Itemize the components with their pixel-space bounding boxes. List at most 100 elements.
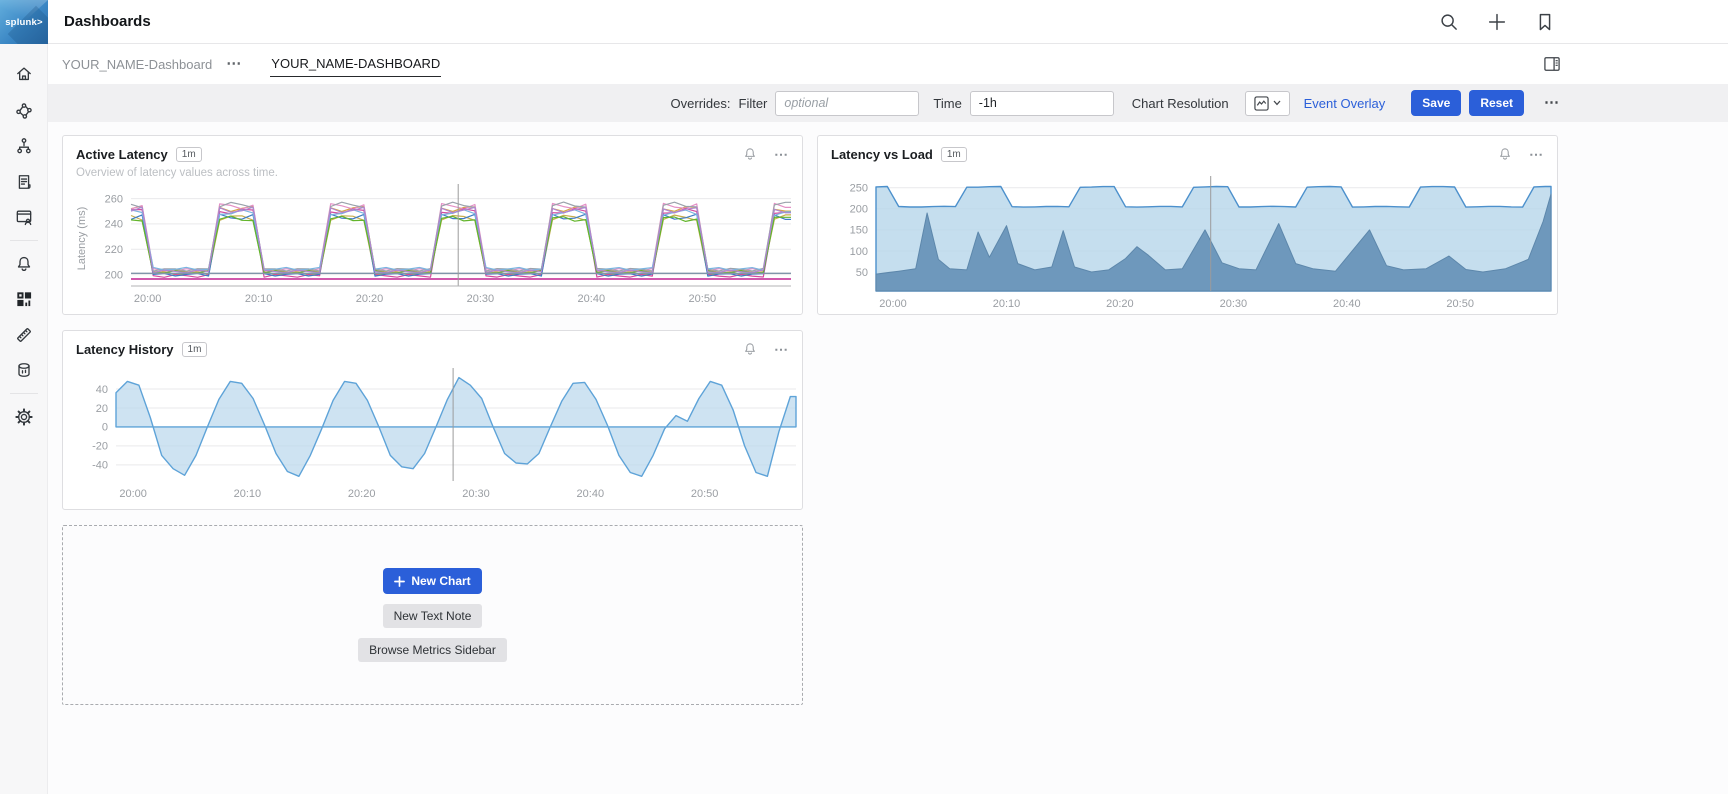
empty-grid-slot: New Chart New Text Note Browse Metrics S… [62, 525, 803, 705]
card-active-latency: Active Latency 1m ⋯ Overview of latency … [62, 135, 803, 315]
svg-text:20:10: 20:10 [234, 488, 262, 500]
svg-text:20:40: 20:40 [578, 293, 606, 305]
svg-text:20:50: 20:50 [689, 293, 717, 305]
nav-metrics[interactable] [12, 323, 36, 347]
latency-vs-load-chart[interactable]: 50 100 150 200 250 20:00 20:10 20:20 20:30 20:40 2… [818, 136, 1557, 314]
time-input[interactable] [969, 90, 1114, 116]
svg-text:20:30: 20:30 [462, 488, 490, 500]
resolution-badge: 1m [175, 147, 202, 162]
save-button[interactable]: Save [1411, 90, 1462, 116]
chevron-down-icon [1273, 100, 1281, 106]
ruler-icon [17, 328, 31, 342]
svg-text:20:00: 20:00 [879, 298, 907, 310]
resolution-badge: 1m [940, 147, 967, 162]
service-map-icon [16, 103, 32, 119]
svg-text:240: 240 [105, 219, 123, 231]
bell-icon [745, 148, 755, 160]
svg-text:20:00: 20:00 [119, 488, 147, 500]
rail-divider-2 [10, 393, 38, 394]
svg-text:20:50: 20:50 [691, 488, 719, 500]
bell-icon [17, 256, 31, 271]
nav-infrastructure[interactable] [12, 134, 36, 158]
overrides-bar: Overrides: Filter Time Chart Resolution … [48, 84, 1728, 122]
browser-user-icon [16, 210, 32, 226]
search-icon [1441, 13, 1457, 30]
chart-menu-dots[interactable]: ⋯ [1529, 146, 1544, 162]
infrastructure-icon [17, 138, 31, 154]
svg-text:20:20: 20:20 [1106, 298, 1134, 310]
svg-text:50: 50 [856, 267, 868, 279]
bookmarks-button[interactable] [1534, 11, 1556, 33]
top-header: Dashboards [48, 0, 1728, 44]
svg-text:-40: -40 [92, 460, 108, 472]
event-overlay-link[interactable]: Event Overlay [1303, 95, 1386, 111]
nav-log-observer[interactable] [12, 170, 36, 194]
dashboard-grid: Active Latency 1m ⋯ Overview of latency … [48, 122, 1728, 794]
chart-menu-dots[interactable]: ⋯ [774, 341, 789, 357]
reset-button[interactable]: Reset [1469, 90, 1524, 116]
nav-data-management[interactable] [12, 358, 36, 382]
nav-alerts[interactable] [12, 252, 36, 276]
nav-home[interactable] [12, 62, 36, 86]
svg-text:Latency (ms): Latency (ms) [76, 207, 88, 271]
latency-history-chart[interactable]: -40 -20 0 20 40 20:00 20:10 20:20 20:30 20:40 20:5… [63, 331, 802, 509]
chart-resolution-dropdown[interactable] [1244, 90, 1290, 116]
svg-text:20:40: 20:40 [1333, 298, 1361, 310]
chart-alert-button[interactable] [741, 340, 759, 358]
overrides-more-menu[interactable]: ⋯ [1544, 94, 1560, 111]
chart-title: Active Latency [76, 147, 168, 162]
home-icon [17, 67, 31, 81]
nav-apm[interactable] [12, 99, 36, 123]
svg-text:200: 200 [105, 269, 123, 281]
info-panel-toggle[interactable] [1542, 54, 1562, 74]
rail-divider-1 [10, 240, 38, 241]
chart-menu-dots[interactable]: ⋯ [774, 146, 789, 162]
nav-settings[interactable] [12, 405, 36, 429]
nav-rum[interactable] [12, 205, 36, 229]
browse-metrics-sidebar-button[interactable]: Browse Metrics Sidebar [358, 638, 507, 662]
tab-menu-dots[interactable]: ⋯ [226, 55, 243, 72]
tab-active-dashboard[interactable]: YOUR_NAME-DASHBOARD [270, 51, 442, 77]
svg-text:20:10: 20:10 [993, 298, 1021, 310]
nav-dashboards[interactable] [12, 287, 36, 311]
new-text-note-button[interactable]: New Text Note [382, 604, 483, 628]
bell-icon [745, 343, 755, 355]
chart-resolution-label: Chart Resolution [1131, 95, 1229, 111]
chart-alert-button[interactable] [741, 145, 759, 163]
new-chart-button[interactable]: New Chart [383, 568, 482, 594]
filter-label: Filter [738, 95, 768, 111]
chart-title: Latency vs Load [831, 147, 933, 162]
chart-alert-button[interactable] [1496, 145, 1514, 163]
filter-input[interactable] [775, 90, 920, 116]
active-latency-chart[interactable]: 200 220 240 260 20:00 20:10 20:20 20:30 20:40 20:… [63, 136, 802, 314]
svg-text:260: 260 [105, 193, 123, 205]
bookmark-icon [1539, 13, 1551, 30]
svg-text:20:40: 20:40 [577, 488, 605, 500]
resolution-chart-icon [1253, 95, 1269, 111]
svg-text:200: 200 [850, 204, 868, 216]
svg-text:-20: -20 [92, 441, 108, 453]
svg-text:20:00: 20:00 [134, 293, 162, 305]
tab-inactive-dashboard[interactable]: YOUR_NAME-Dashboard [62, 56, 213, 72]
time-label: Time [933, 95, 962, 111]
bell-icon [1500, 148, 1510, 160]
svg-text:220: 220 [105, 244, 123, 256]
svg-text:0: 0 [102, 422, 108, 434]
new-chart-label: New Chart [411, 574, 471, 588]
resolution-badge: 1m [181, 342, 208, 357]
svg-text:20:30: 20:30 [467, 293, 495, 305]
create-button[interactable] [1486, 11, 1508, 33]
svg-text:20:10: 20:10 [245, 293, 273, 305]
search-button[interactable] [1438, 11, 1460, 33]
plus-icon [394, 575, 406, 587]
card-latency-history: Latency History 1m ⋯ -40 -20 0 20 40 20:00 20:… [62, 330, 803, 510]
plus-icon [1488, 13, 1506, 30]
chart-title: Latency History [76, 342, 174, 357]
svg-text:20:50: 20:50 [1446, 298, 1474, 310]
svg-text:40: 40 [96, 384, 108, 396]
log-icon [18, 175, 31, 189]
splunk-logo[interactable]: splunk> [0, 0, 48, 44]
database-icon [18, 363, 30, 377]
svg-text:20:30: 20:30 [1220, 298, 1248, 310]
chart-subtitle: Overview of latency values across time. [76, 167, 278, 179]
